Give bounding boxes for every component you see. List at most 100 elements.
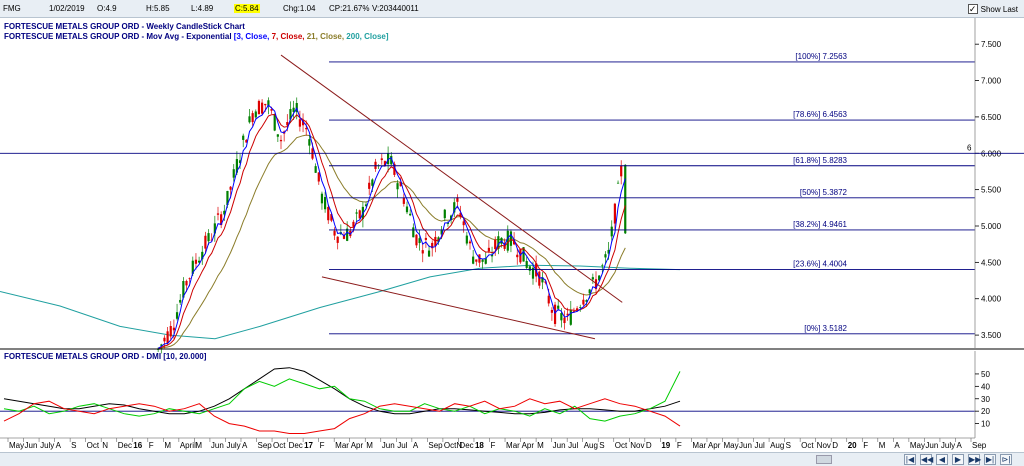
x-axis-tick-label: A [242, 441, 248, 450]
x-axis-tick-label: Mar [506, 441, 520, 450]
candle-body [462, 221, 465, 226]
x-axis-tick-label: M [164, 441, 171, 450]
candle-body [547, 295, 550, 304]
x-axis-tick-label: A [56, 441, 62, 450]
price-y-tick-label: 4.500 [981, 258, 1002, 267]
x-axis-tick-label: Aug [584, 441, 598, 450]
candle-body [330, 214, 333, 221]
candle-body [424, 237, 427, 240]
candle-body [434, 236, 437, 247]
candle-body [371, 179, 374, 186]
x-axis-tick-label: May [723, 441, 738, 450]
candle-body [261, 102, 264, 114]
x-axis-tick-label: 19 [661, 441, 670, 450]
price-y-tick-label: 5.000 [981, 222, 1002, 231]
candle-body [443, 209, 446, 219]
fib-level-label: [61.8%] 5.8283 [793, 156, 847, 165]
price-y-tick-label: 3.500 [981, 331, 1002, 340]
candle-body [172, 327, 175, 331]
candle-body [415, 234, 418, 246]
candle-body [185, 280, 188, 286]
scroll-last-icon[interactable]: ▶| [984, 454, 996, 465]
candle-body [513, 239, 516, 245]
candle-body [175, 312, 179, 319]
candle-body [264, 103, 267, 106]
candle-body [182, 281, 185, 298]
dmi-y-tick-label: 30 [981, 395, 990, 404]
candle-body [346, 228, 349, 241]
x-axis-tick-label: Aug [770, 441, 784, 450]
candle-body [169, 325, 172, 337]
candle-body [576, 308, 579, 311]
candle-body [620, 166, 623, 177]
scroll-first-icon[interactable]: |◀ [904, 454, 916, 465]
candle-body [440, 230, 443, 235]
x-axis-tick-label: F [677, 441, 682, 450]
candle-body [610, 226, 613, 237]
candle-body [229, 186, 232, 190]
price-y-tick-label: 7.000 [981, 77, 1002, 86]
change-field: Chg:1.04 [283, 4, 316, 13]
candle-body [456, 197, 459, 202]
scroll-right-icon[interactable]: ▶▶ [968, 454, 982, 465]
x-axis-tick-label: S [786, 441, 791, 450]
candle-body [368, 182, 371, 189]
x-axis-tick-label: July [226, 441, 240, 450]
x-axis-tick-label: Oct [615, 441, 628, 450]
dmi-y-tick-label: 50 [981, 370, 990, 379]
show-last-toggle[interactable]: ✓ Show Last [967, 2, 1018, 16]
change-pct-field: CP:21.67% [329, 4, 370, 13]
candle-body [453, 202, 456, 213]
candle-body [418, 238, 421, 244]
candle-body [358, 210, 361, 219]
symbol-field: FMG [3, 4, 21, 13]
candle-body [468, 241, 472, 244]
scroll-end-icon[interactable]: ⊳| [1000, 454, 1012, 465]
candle-body [566, 313, 569, 316]
candle-body [624, 164, 627, 234]
trend-line [280, 54, 623, 303]
candle-body [232, 169, 235, 178]
candle-body [601, 265, 604, 267]
scroll-prev-icon[interactable]: ◀ [936, 454, 948, 465]
candle-body [204, 235, 207, 249]
candle-body [475, 259, 478, 262]
chart-area[interactable]: [100%] 7.2563 [78.6%] 6.4563 [61.8%] 5.828… [0, 18, 1024, 452]
show-last-checkbox[interactable]: ✓ [967, 4, 978, 14]
x-axis-tick-label: A [894, 441, 900, 450]
candle-body [270, 109, 273, 111]
dmi-y-tick-label: 10 [981, 420, 990, 429]
candle-body [538, 271, 541, 286]
x-axis-tick-label: Jul [397, 441, 407, 450]
candle-body [380, 158, 383, 161]
candle-body [327, 206, 330, 221]
price-y-tick-label: 7.500 [981, 40, 1002, 49]
candle-body [569, 309, 572, 325]
x-axis-tick-label: 17 [304, 441, 313, 450]
candle-body [308, 139, 311, 146]
scroll-next-icon[interactable]: ▶ [952, 454, 964, 465]
candle-body [585, 300, 588, 302]
dmi-di-minus-line [3, 398, 681, 434]
scroll-bar[interactable]: |◀ ◀◀ ◀ ▶ ▶▶ ▶| ⊳| [0, 452, 1024, 466]
candle-body [320, 193, 324, 204]
x-axis-tick-label: F [863, 441, 868, 450]
fib-level-label: [100%] 7.2563 [795, 52, 847, 61]
candle-body [572, 311, 576, 312]
x-axis-tick-label: Dec [459, 441, 473, 450]
scroll-thumb[interactable] [816, 455, 832, 464]
x-axis-tick-label: Mar [335, 441, 349, 450]
candle-body [267, 100, 270, 107]
x-axis-tick-label: D [832, 441, 838, 450]
price-y-tick-label: 5.500 [981, 186, 1002, 195]
x-axis-tick-label: July [40, 441, 54, 450]
scroll-left-icon[interactable]: ◀◀ [920, 454, 934, 465]
candle-body [160, 344, 163, 346]
candle-body [604, 254, 607, 258]
candle-body [352, 221, 355, 227]
candle-body [579, 307, 582, 308]
x-axis-tick-label: Apr [522, 441, 535, 450]
candle-body [607, 249, 610, 254]
x-axis-tick-label: Sep [258, 441, 273, 450]
candle-body [598, 275, 601, 281]
